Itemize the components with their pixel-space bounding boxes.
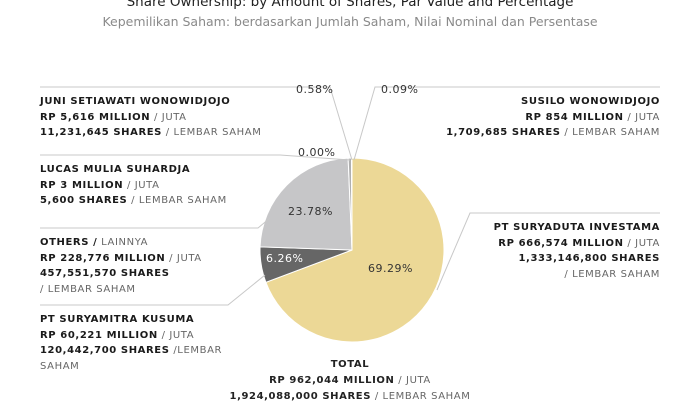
others-shares-unit: / LEMBAR SAHAM [40,283,136,295]
label-susilo: SUSILO WONOWIDJOJO RP 854 MILLION / JUTA… [446,94,660,141]
lucas-value: RP 3 MILLION [40,179,124,191]
susilo-value: RP 854 MILLION [525,111,624,123]
lucas-name: LUCAS MULIA SUHARDJA [40,164,191,175]
suryamitra-shares: 120,442,700 SHARES [40,345,170,356]
total-shares-unit: / LEMBAR SAHAM [374,391,471,402]
label-juni: JUNI SETIAWATI WONOWIDJOJO RP 5,616 MILL… [40,94,261,141]
pie-slice-susilo-wonowidjojo [350,157,353,251]
juni-shares: 11,231,645 SHARES [40,127,162,138]
label-others: OTHERS / LAINNYA RP 228,776 MILLION / JU… [40,235,202,297]
pct-label-lucas: 0.00% [298,146,336,159]
pct-label-susilo: 0.09% [381,83,419,96]
leader-lucas [40,154,351,161]
suryaduta-shares-unit: / LEMBAR SAHAM [564,268,660,280]
others-value: RP 228,776 MILLION [40,252,166,264]
suryaduta-value: RP 666,574 MILLION [498,237,624,249]
total-shares: 1,924,088,000 SHARES [229,391,372,402]
suryaduta-value-unit: / JUTA [627,237,660,249]
pct-label-juni: 0.58% [296,83,334,96]
others-value-unit: / JUTA [169,252,202,264]
pct-label-suryamitra: 6.26% [266,252,304,265]
chart-subtitle: Kepemilikan Saham: berdasarkan Jumlah Sa… [102,14,598,29]
lucas-value-unit: / JUTA [126,179,160,191]
pct-label-others: 23.78% [288,205,333,218]
pie-slice-others [259,157,353,251]
leader-juni [40,86,353,161]
pie-slice-pt-suryaduta-investama [265,157,445,343]
juni-name: JUNI SETIAWATI WONOWIDJOJO [40,96,231,107]
susilo-name: SUSILO WONOWIDJOJO [521,96,660,107]
pct-label-suryaduta: 69.29% [368,262,413,275]
suryamitra-value: RP 60,221 MILLION [40,329,158,341]
suryaduta-shares: 1,333,146,800 SHARES [518,253,660,264]
suryamitra-name: PT SURYAMITRA KUSUMA [40,314,195,325]
label-suryamitra: PT SURYAMITRA KUSUMA RP 60,221 MILLION /… [40,312,222,374]
others-shares: 457,551,570 SHARES [40,268,170,279]
leader-susilo [353,86,660,161]
lucas-shares: 5,600 SHARES [40,195,128,206]
juni-shares-unit: / LEMBAR SAHAM [165,127,262,138]
susilo-shares: 1,709,685 SHARES [446,127,561,138]
others-name: OTHERS / [40,237,98,248]
suryaduta-name: PT SURYADUTA INVESTAMA [493,222,660,233]
total-block: TOTAL RP 962,044 MILLION / JUTA 1,924,08… [200,357,500,405]
suryamitra-shares-unit: /LEMBAR [173,345,223,356]
juni-value-unit: / JUTA [154,111,187,123]
susilo-shares-unit: / LEMBAR SAHAM [564,127,660,138]
lucas-shares-unit: / LEMBAR SAHAM [131,195,227,206]
total-value-unit: / JUTA [398,375,431,386]
juni-value: RP 5,616 MILLION [40,111,151,123]
label-lucas: LUCAS MULIA SUHARDJA RP 3 MILLION / JUTA… [40,162,227,209]
total-value: RP 962,044 MILLION [269,375,395,386]
suryamitra-value-unit: / JUTA [161,329,195,341]
leader-suryaduta [436,212,660,291]
total-heading: TOTAL [330,359,370,370]
suryamitra-shares-unit2: SAHAM [40,360,80,372]
chart-title: Share Ownership: by Amount of Shares, Pa… [126,0,574,10]
others-name-alt: LAINNYA [101,237,149,248]
leader-suryamitra [40,274,266,306]
leader-others [40,217,271,229]
susilo-value-unit: / JUTA [627,111,660,123]
label-suryaduta: PT SURYADUTA INVESTAMA RP 666,574 MILLIO… [494,220,660,282]
